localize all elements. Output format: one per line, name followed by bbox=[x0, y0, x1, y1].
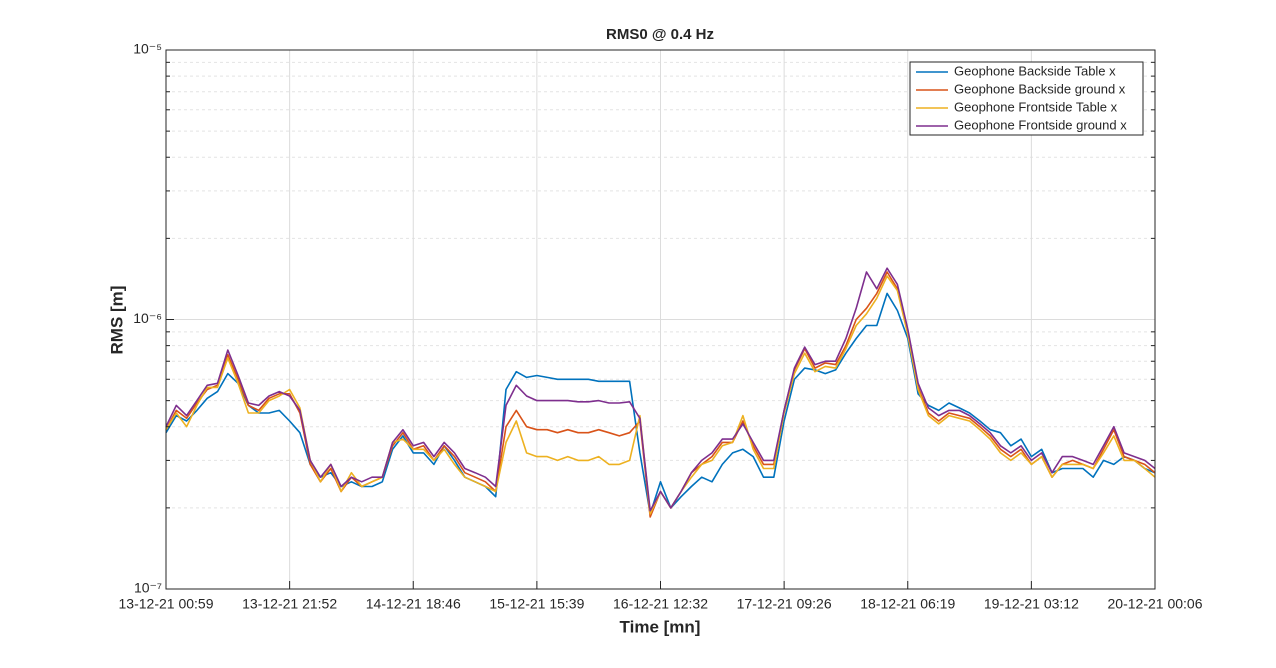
series-line bbox=[165, 292, 1156, 515]
legend-label: Geophone Backside Table x bbox=[954, 63, 1116, 78]
chart-title: RMS0 @ 0.4 Hz bbox=[606, 26, 714, 43]
ticks: 10⁻⁷ 10⁻⁶ 10⁻⁵ 13-12-21 00:59 13-12-21 21:52… bbox=[119, 41, 1203, 612]
legend-label: Geophone Backside ground x bbox=[954, 81, 1126, 96]
x-tick-label: 17-12-21 09:26 bbox=[737, 596, 832, 612]
x-tick-label: 16-12-21 12:32 bbox=[613, 596, 708, 612]
y-axis-label: RMS [m] bbox=[107, 286, 126, 355]
lines bbox=[165, 267, 1156, 518]
series-line bbox=[165, 267, 1156, 512]
legend-box bbox=[909, 61, 1144, 136]
x-tick-label: 18-12-21 06:19 bbox=[860, 596, 955, 612]
x-tick-label: 15-12-21 15:39 bbox=[489, 596, 584, 612]
x-tick-label: 14-12-21 18:46 bbox=[366, 596, 461, 612]
x-tick-label: 19-12-21 03:12 bbox=[984, 596, 1079, 612]
x-tick-label: 13-12-21 21:52 bbox=[242, 596, 337, 612]
x-tick-label: 13-12-21 00:59 bbox=[119, 596, 214, 612]
legend-label: Geophone Frontside Table x bbox=[954, 99, 1118, 114]
x-tick-label: 20-12-21 00:06 bbox=[1108, 596, 1203, 612]
y-tick-label: 10⁻⁶ bbox=[133, 310, 162, 326]
y-tick-label: 10⁻⁷ bbox=[134, 580, 162, 596]
legend: Geophone Backside Table x Geophone Backsi… bbox=[909, 61, 1144, 136]
y-tick-label: 10⁻⁵ bbox=[133, 41, 162, 57]
x-axis-label: Time [mn] bbox=[620, 617, 701, 636]
legend-label: Geophone Frontside ground x bbox=[954, 117, 1127, 132]
